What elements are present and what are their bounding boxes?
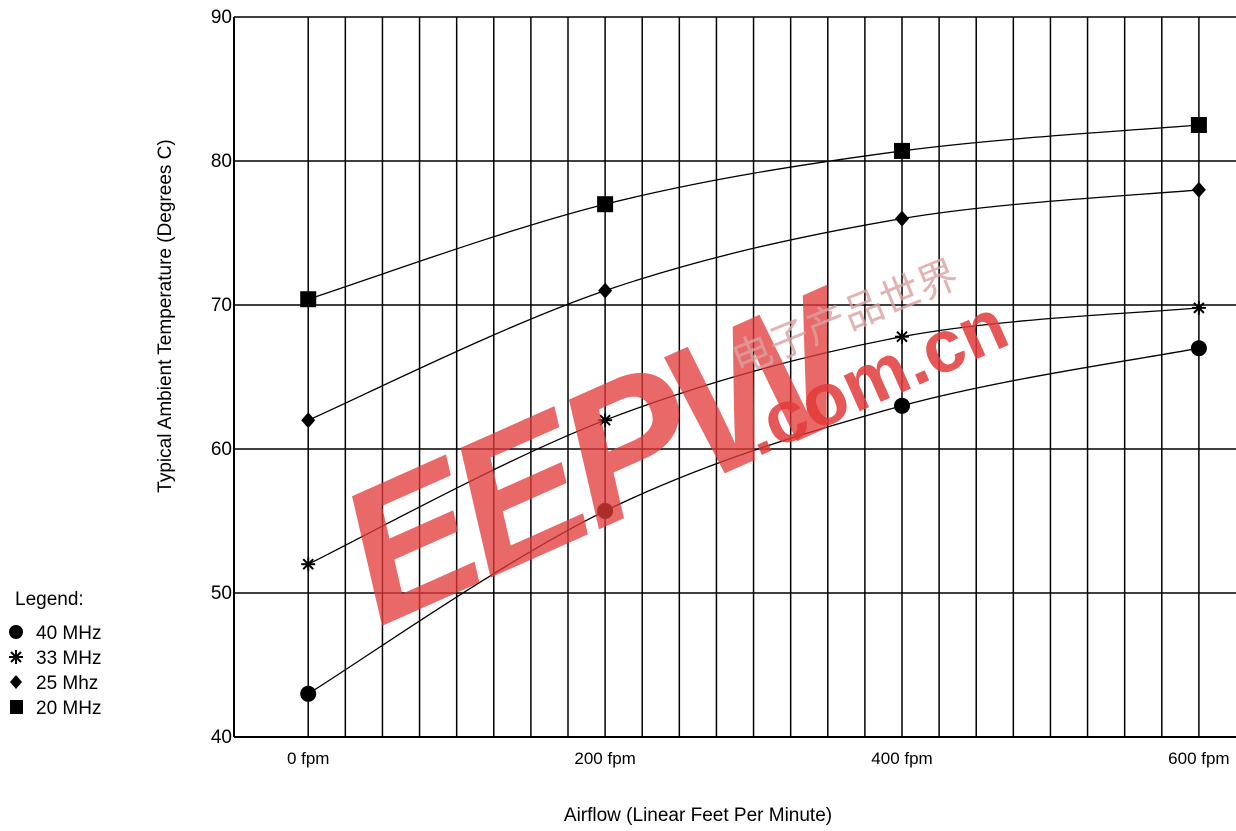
data-point-diamond	[895, 210, 909, 227]
series-33-mhz	[301, 300, 1206, 572]
legend-item-33mhz: 33 MHz	[8, 646, 101, 671]
x-tick-label: 400 fpm	[871, 749, 932, 768]
star-stroke	[599, 414, 611, 426]
legend-item-label: 40 MHz	[36, 623, 102, 644]
data-point-square	[300, 291, 317, 308]
series-25-mhz	[301, 181, 1206, 429]
legend: Legend: 40 MHz 33 MHz 25 Mhz 20 MHz	[8, 590, 101, 721]
y-axis-label: Typical Ambient Temperature (Degrees C)	[155, 139, 176, 492]
data-point-circle	[597, 502, 614, 519]
data-point-circle	[894, 397, 910, 414]
y-tick-label: 80	[211, 151, 232, 172]
series-group	[300, 117, 1207, 702]
tick-labels: 40 50 60 70 80 90 0 fpm 200 fpm 400 fpm 600 fpm	[211, 7, 1230, 768]
legend-item-label: 33 MHz	[36, 648, 102, 669]
series-line	[307, 347, 1200, 695]
legend-title: Legend:	[15, 589, 84, 610]
data-point-star	[1191, 300, 1206, 315]
grid-lines	[234, 16, 1236, 738]
data-point-circle	[300, 685, 317, 702]
square-icon	[8, 698, 36, 720]
legend-item-25mhz: 25 Mhz	[8, 671, 101, 696]
star-icon	[8, 648, 36, 670]
data-point-diamond	[1191, 181, 1206, 198]
y-tick-label: 90	[211, 7, 232, 28]
data-point-star	[895, 329, 909, 344]
y-tick-label: 50	[211, 583, 232, 604]
data-point-square	[894, 142, 910, 159]
data-point-star	[598, 413, 613, 428]
series-line	[308, 124, 1199, 300]
y-tick-label: 60	[211, 439, 232, 460]
legend-item-label: 20 MHz	[36, 698, 102, 719]
legend-item-label: 25 Mhz	[36, 673, 99, 694]
data-point-circle	[1190, 340, 1207, 357]
star-stroke	[302, 558, 314, 570]
x-tick-label: 0 fpm	[287, 749, 330, 768]
legend-item-40mhz: 40 MHz	[8, 621, 101, 646]
circle-icon	[8, 623, 36, 645]
y-tick-label: 40	[211, 727, 232, 748]
data-point-star	[301, 557, 316, 572]
data-point-diamond	[598, 282, 613, 299]
series-line	[307, 307, 1199, 565]
series-40-mhz	[300, 340, 1207, 702]
axes	[233, 17, 1236, 738]
y-tick-label: 70	[211, 295, 232, 316]
data-point-square	[597, 196, 614, 213]
x-tick-label: 600 fpm	[1168, 749, 1229, 768]
diamond-icon	[8, 673, 36, 695]
series-20-mhz	[300, 117, 1207, 308]
series-line	[307, 189, 1199, 421]
data-point-diamond	[301, 412, 316, 429]
x-axis-label: Airflow (Linear Feet Per Minute)	[564, 805, 832, 826]
x-tick-label: 200 fpm	[574, 749, 635, 768]
legend-item-20mhz: 20 MHz	[8, 696, 101, 721]
star-stroke	[896, 330, 908, 343]
data-point-square	[1190, 117, 1207, 133]
star-stroke	[1193, 302, 1205, 314]
